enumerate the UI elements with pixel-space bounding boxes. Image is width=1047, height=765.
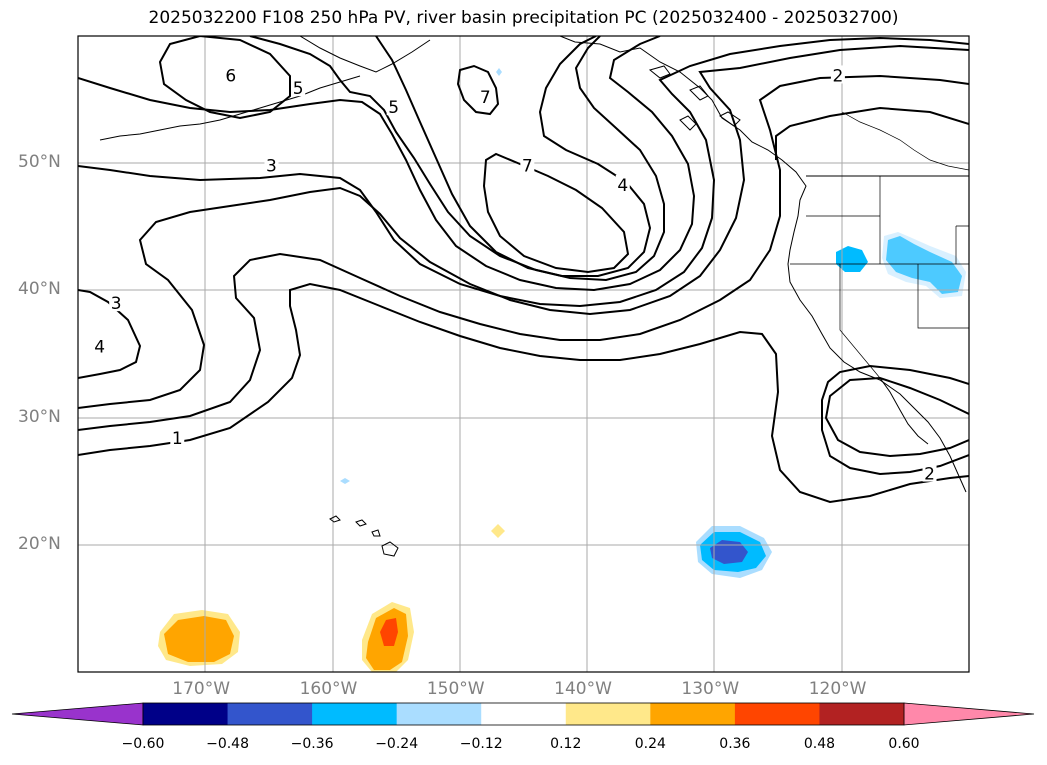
coastline-alaska xyxy=(299,36,431,73)
pv-contour xyxy=(78,282,969,504)
contour-label-bg xyxy=(830,65,845,84)
precip-shading xyxy=(158,68,966,672)
contour-label-bg xyxy=(291,78,306,97)
gridlines xyxy=(78,36,969,672)
coastline-island xyxy=(689,85,709,101)
coastline-baja xyxy=(879,377,929,445)
precip-negative-area xyxy=(886,236,962,294)
lat-tick-label: 40°N xyxy=(18,279,61,300)
contour-label-bg xyxy=(386,97,401,116)
lon-tick-label: 170°W xyxy=(172,679,231,699)
contour-label: 1 xyxy=(172,429,183,449)
colorbar-tick-label: −0.60 xyxy=(121,736,165,752)
colorbar-over-arrow xyxy=(903,702,1035,726)
colorbar-cell xyxy=(734,703,820,725)
lon-tick-label: 130°W xyxy=(681,679,740,699)
contour-label: 5 xyxy=(293,79,304,99)
colorbar-frame xyxy=(142,702,905,726)
pv-contour xyxy=(249,36,665,282)
state-borders xyxy=(790,176,969,379)
colorbar-tick-label: 0.60 xyxy=(888,736,920,752)
pv-contour xyxy=(78,36,969,379)
contour-label-bg xyxy=(922,463,937,482)
precip-negative-spot xyxy=(340,478,350,484)
colorbar-cell xyxy=(819,703,905,725)
map-title: 2025032200 F108 250 hPa PV, river basin … xyxy=(148,8,899,28)
precip-positive-spot xyxy=(491,524,505,538)
colorbar-cell xyxy=(650,703,736,725)
colorbar-tick-label: 0.48 xyxy=(803,736,836,752)
coastline-hawaii xyxy=(381,541,399,557)
precip-strong-positive-area xyxy=(380,618,398,646)
contour-label-bg xyxy=(109,293,124,312)
coastline-hawaii xyxy=(329,515,341,523)
colorbar-cell xyxy=(227,703,313,725)
contour-label: 4 xyxy=(832,0,843,9)
coastline-north-america xyxy=(559,36,967,493)
lat-tick-label: 50°N xyxy=(18,152,61,173)
colorbar xyxy=(11,702,1035,726)
colorbar-cell xyxy=(565,703,651,725)
coastline-hawaii xyxy=(355,519,367,527)
colorbar-tick-label: −0.36 xyxy=(290,736,334,752)
colorbar-tick-label: −0.12 xyxy=(459,736,503,752)
coastline-canada xyxy=(841,111,969,171)
map-frame xyxy=(77,35,970,673)
colorbar-tick-label: −0.48 xyxy=(206,736,249,752)
lon-tick-label: 150°W xyxy=(426,679,485,699)
contour-label: 5 xyxy=(388,98,399,118)
contour-label: 3 xyxy=(266,157,277,177)
precip-strong-negative-area xyxy=(710,540,748,564)
contour-label-bg xyxy=(264,155,279,174)
contour-label: 7 xyxy=(522,157,533,177)
precip-positive-area xyxy=(164,616,234,662)
coastline-island xyxy=(719,111,741,127)
contour-labels: 6 5 7 5 4 2 3 7 4 3 4 1 2 xyxy=(92,0,937,485)
contour-label-bg xyxy=(478,87,493,106)
colorbar-under-arrow xyxy=(11,702,144,726)
pv-contour xyxy=(456,64,500,116)
lon-tick-label: 140°W xyxy=(554,679,612,699)
lon-tick-label: 120°W xyxy=(808,679,867,699)
contour-label: 2 xyxy=(924,465,935,485)
contour-label: 4 xyxy=(617,176,628,196)
precip-negative-area xyxy=(882,232,966,298)
colorbar-cell xyxy=(143,703,229,725)
contour-label: 7 xyxy=(480,88,491,108)
contour-label-bg xyxy=(223,65,238,84)
contour-label-bg xyxy=(615,174,630,193)
colorbar-cell xyxy=(396,703,482,725)
pv-contour xyxy=(375,36,652,277)
precip-negative-spot xyxy=(496,68,502,76)
pv-contour xyxy=(78,36,696,292)
colorbar-tick-label: −0.24 xyxy=(375,736,419,752)
lat-tick-label: 30°N xyxy=(18,406,61,427)
lon-tick-label: 160°W xyxy=(299,679,358,699)
contour-label: 3 xyxy=(111,294,122,314)
colorbar-tick-label: 0.36 xyxy=(719,736,751,752)
contour-label: 6 xyxy=(225,66,236,86)
colorbar-cell xyxy=(312,703,398,725)
colorbar-cell xyxy=(481,703,567,725)
contour-label: 4 xyxy=(94,337,105,357)
pv-contour xyxy=(482,152,630,274)
contour-label-bg xyxy=(92,336,107,355)
contour-label-bg xyxy=(170,427,185,446)
contour-label-bg xyxy=(520,155,535,174)
pv-contour xyxy=(78,74,969,476)
contour-label-bg xyxy=(831,0,845,6)
pv-contours xyxy=(78,36,969,504)
colorbar-tick-label: 0.12 xyxy=(550,736,582,752)
colorbar-tick-label: 0.24 xyxy=(634,736,666,752)
precip-negative-area xyxy=(836,246,868,272)
contour-label: 2 xyxy=(832,66,843,86)
lat-tick-label: 20°N xyxy=(18,533,61,554)
coastline-island xyxy=(648,65,671,79)
map-content: 6 5 7 5 4 2 3 7 4 3 4 1 2 xyxy=(78,0,969,672)
pv-contour xyxy=(158,36,291,120)
pv-contour xyxy=(78,44,969,458)
coastline-hawaii xyxy=(371,529,381,537)
